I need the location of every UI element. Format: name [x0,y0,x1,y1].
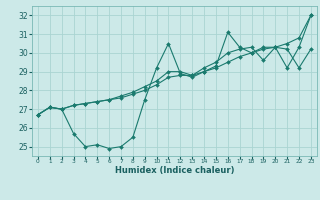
X-axis label: Humidex (Indice chaleur): Humidex (Indice chaleur) [115,166,234,175]
